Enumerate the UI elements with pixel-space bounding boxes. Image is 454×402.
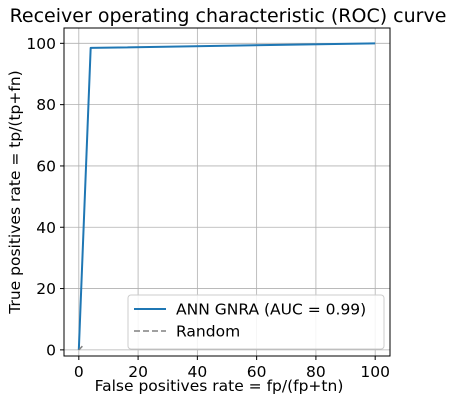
y-tick-label: 20	[36, 280, 56, 298]
x-axis-label: False positives rate = fp/(fp+tn)	[95, 377, 344, 395]
legend-label-0: ANN GNRA (AUC = 0.99)	[176, 301, 366, 319]
y-tick-label: 60	[36, 157, 56, 175]
series-layer	[77, 42, 376, 351]
plot-frame	[63, 27, 391, 357]
x-tick-label: 40	[187, 363, 207, 381]
series-line-0	[77, 42, 376, 350]
x-tick-label: 100	[360, 363, 390, 381]
x-tick-label: 20	[128, 363, 148, 381]
x-tick-label: 80	[306, 363, 326, 381]
legend: ANN GNRA (AUC = 0.99) Random	[127, 294, 385, 350]
legend-label-1: Random	[176, 323, 240, 341]
x-tick-label: 60	[247, 363, 267, 381]
y-tick-label: 40	[36, 219, 56, 237]
series-line-1	[78, 345, 83, 351]
y-axis-label: True positives rate = tp/(tp+fn)	[6, 70, 24, 314]
y-tick-label: 0	[46, 341, 56, 359]
x-axis-ticks: 0 20 40 60 80 100	[74, 356, 390, 381]
y-axis-ticks: 0 20 40 60 80 100	[26, 35, 64, 359]
y-tick-label: 80	[36, 96, 56, 114]
chart-title: Receiver operating characteristic (ROC) …	[10, 5, 447, 27]
grid-lines	[64, 28, 390, 356]
legend-box	[127, 294, 385, 350]
x-tick-label: 0	[74, 363, 84, 381]
y-tick-label: 100	[26, 35, 56, 53]
